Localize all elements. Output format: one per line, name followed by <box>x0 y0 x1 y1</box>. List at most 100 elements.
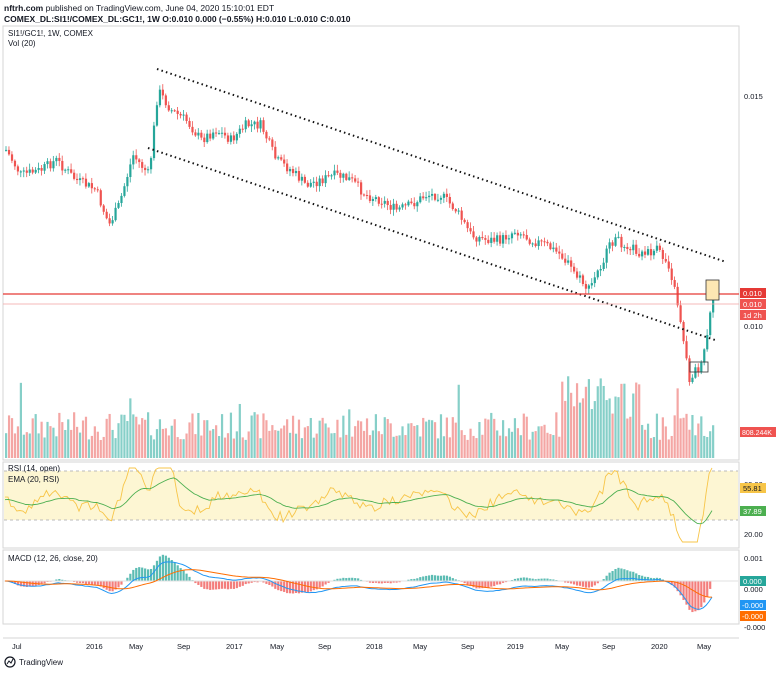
candle-body <box>629 248 632 251</box>
volume-bar <box>573 406 576 458</box>
rsi-line <box>5 467 713 543</box>
candle-body <box>64 169 67 171</box>
macd-hist-bar <box>84 581 88 584</box>
volume-bar <box>58 412 61 458</box>
volume-bar <box>602 385 605 458</box>
macd-hist-bar <box>502 581 505 583</box>
volume-bar <box>333 433 336 458</box>
macd-hist-bar <box>173 562 176 581</box>
macd-hist-bar <box>522 577 525 581</box>
candle-body <box>436 199 440 201</box>
candle-body <box>286 163 289 172</box>
volume-bar <box>262 413 265 458</box>
macd-hist-bar <box>10 581 14 583</box>
candle-body <box>360 182 363 195</box>
candle-body <box>407 201 410 206</box>
candle-body <box>19 171 22 173</box>
channel-lower-trendline[interactable] <box>147 147 716 341</box>
base-box[interactable] <box>689 361 709 373</box>
volume-badge: 808.244K <box>742 430 772 437</box>
macd-legend[interactable]: MACD (12, 26, close, 20) <box>8 554 98 563</box>
volume-bar <box>481 434 484 458</box>
macd-hist-bar <box>182 570 185 581</box>
candle-body <box>404 204 407 206</box>
macd-hist-bar <box>700 581 703 608</box>
time-tick: Jul <box>12 642 22 651</box>
macd-hist-bar <box>339 578 342 581</box>
candle-body <box>123 186 126 196</box>
candle-body <box>253 121 256 125</box>
candle-body <box>688 358 691 383</box>
breakout-box[interactable] <box>705 279 720 301</box>
time-axis: Jul 2016 May Sep 2017 May Sep 2018 May Sep 2019 May… <box>12 642 711 651</box>
rsi-ema-badge-bg <box>740 506 766 516</box>
volume-bar <box>64 429 67 458</box>
candle-body <box>368 195 372 201</box>
macd-histogram <box>7 554 715 613</box>
time-tick: Sep <box>602 642 615 651</box>
time-tick: Sep <box>461 642 474 651</box>
candle-body <box>567 260 570 263</box>
candle-body <box>398 207 401 210</box>
candle-body <box>525 235 528 240</box>
volume-bar <box>546 432 549 458</box>
candle-body <box>510 233 514 239</box>
macd-hist-bar <box>135 567 138 581</box>
candle-body <box>570 260 573 267</box>
tradingview-logo-icon <box>4 656 16 668</box>
time-tick: Sep <box>318 642 331 651</box>
macd-hist-bar <box>439 575 443 581</box>
candle-body <box>706 335 709 350</box>
volume-bar <box>108 413 111 458</box>
candle-body <box>685 341 688 359</box>
candle-body <box>135 155 138 160</box>
author[interactable]: nftrh.com <box>4 3 44 13</box>
rsi-legend[interactable]: RSI (14, open) <box>8 464 60 473</box>
macd-hist-bar <box>209 581 212 590</box>
macd-hist-bar <box>321 581 324 587</box>
volume-bar <box>247 431 250 458</box>
volume-bar <box>401 426 404 458</box>
macd-hist-bar <box>241 581 244 586</box>
volume-bar <box>200 435 203 458</box>
tradingview-brand[interactable]: TradingView <box>19 658 63 667</box>
macd-hist-bar <box>256 581 259 583</box>
volume-bar <box>567 376 570 458</box>
volume-legend[interactable]: Vol (20) <box>8 39 36 48</box>
volume-bar <box>703 435 706 458</box>
candle-body <box>247 120 250 127</box>
macd-hist-bar <box>466 581 469 585</box>
volume-bar <box>422 417 425 458</box>
candle-body <box>463 219 466 223</box>
volume-bar <box>496 430 499 458</box>
symbol-legend[interactable]: SI1!/GC1!, 1W, COMEX <box>8 29 94 38</box>
time-tick: 2018 <box>366 642 383 651</box>
candle-body <box>336 170 339 173</box>
channel-upper-trendline[interactable] <box>156 68 727 263</box>
volume-bar <box>537 426 540 458</box>
macd-hist-bar <box>197 581 200 585</box>
volume-bar <box>232 438 235 458</box>
macd-hist-bar <box>534 579 537 581</box>
candle-body <box>522 234 525 236</box>
macd-hist-bar <box>271 581 274 587</box>
macd-hist-bar <box>286 581 289 594</box>
macd-hist-bar <box>179 568 182 581</box>
macd-hist-bar <box>164 555 167 581</box>
candle-body <box>188 120 191 127</box>
macd-hist-bar <box>688 581 691 610</box>
rsi-ema-legend[interactable]: EMA (20, RSI) <box>8 475 59 484</box>
candle-body <box>682 322 685 342</box>
candle-body <box>289 168 292 172</box>
candle-body <box>241 128 244 130</box>
volume-bar <box>469 428 472 458</box>
candle-body <box>67 169 70 171</box>
candle-body <box>215 132 218 134</box>
candle-body <box>649 249 653 256</box>
volume-bar <box>392 436 395 458</box>
candle-body <box>395 203 398 210</box>
volume-bar <box>161 428 164 458</box>
volume-bar <box>416 425 419 458</box>
macd-hist-bar <box>345 578 348 581</box>
